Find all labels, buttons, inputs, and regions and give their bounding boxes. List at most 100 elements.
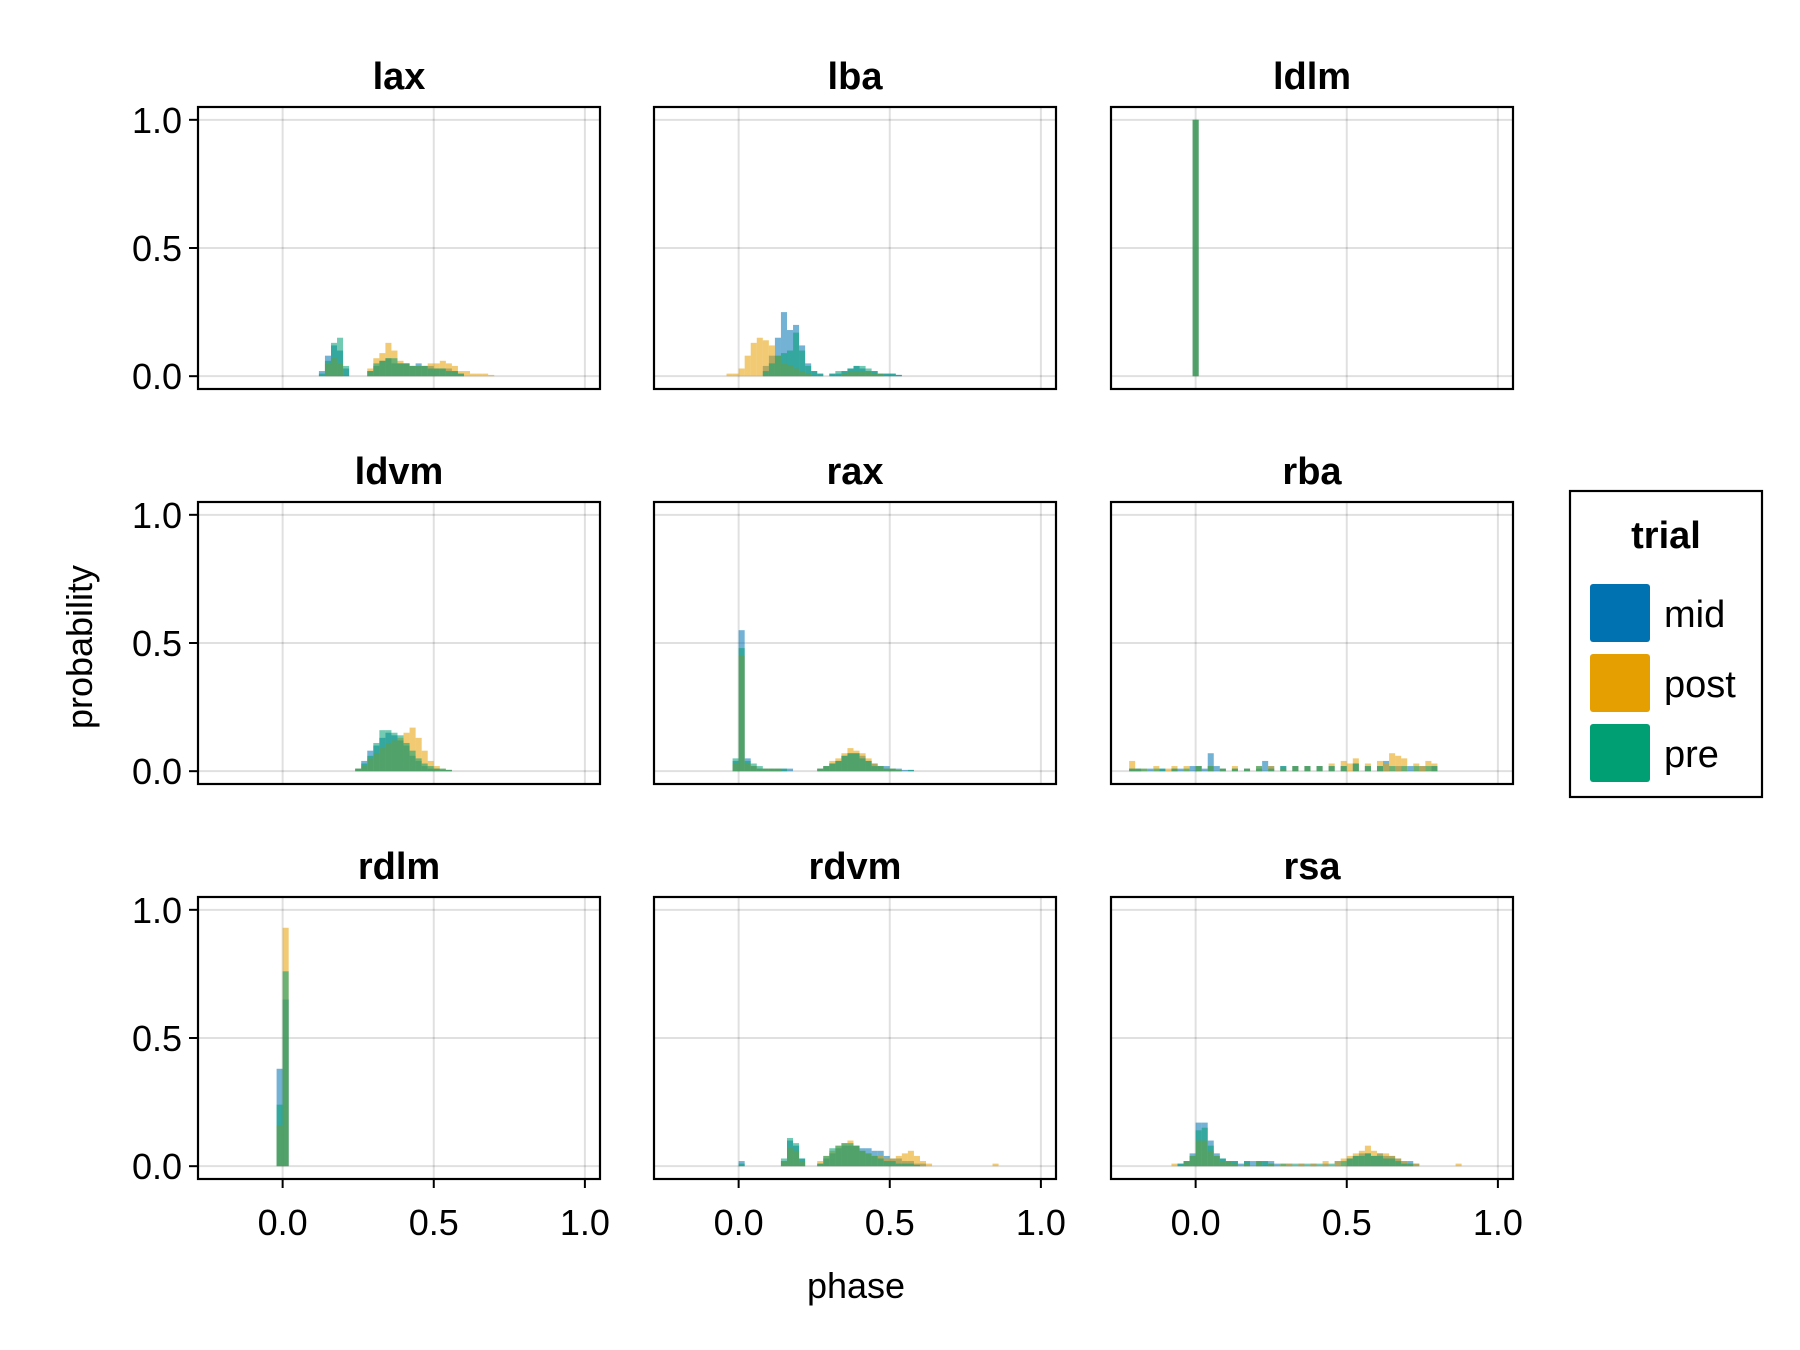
bar-pre (324, 360, 331, 377)
panel-title: ldvm (355, 451, 444, 493)
series-pre (1177, 1127, 1414, 1167)
bar-post (756, 337, 763, 377)
bar-pre (877, 1158, 884, 1167)
bar-pre (1219, 768, 1226, 772)
bar-pre (457, 373, 464, 377)
bar-pre (786, 350, 794, 377)
bar-pre (895, 769, 902, 772)
bar-pre (859, 1150, 866, 1167)
bar-mid (1237, 1163, 1244, 1167)
bar-pre (1364, 766, 1371, 772)
bar-pre (829, 373, 836, 377)
bar-pre (895, 374, 902, 377)
bar-pre (883, 1161, 890, 1167)
bar-pre (762, 768, 769, 772)
bar-pre (841, 755, 848, 772)
bar-pre (841, 1143, 848, 1167)
bar-pre (1231, 1161, 1238, 1167)
bar-pre (409, 365, 416, 377)
bar-pre (1177, 1163, 1184, 1167)
bar-pre (397, 363, 404, 377)
bar-pre (451, 371, 458, 377)
bar-pre (379, 360, 386, 377)
bar-post (415, 737, 422, 772)
x-tick-label: 1.0 (1016, 1202, 1066, 1243)
bar-pre (1383, 1158, 1390, 1167)
bar-pre (1268, 768, 1275, 772)
bar-pre (877, 373, 884, 377)
bar-pre (811, 371, 818, 377)
bar-pre (799, 1158, 806, 1167)
bar-pre (445, 371, 452, 377)
legend-label: post (1664, 664, 1736, 706)
bar-pre (871, 1155, 878, 1167)
bar-pre (883, 373, 890, 377)
bar-pre (1159, 768, 1166, 772)
panel-title: rdlm (358, 846, 440, 888)
bar-pre (835, 371, 842, 377)
y-tick-label: 1.0 (132, 100, 182, 141)
bar-pre (829, 1148, 836, 1167)
bar-pre (385, 730, 392, 772)
bar-pre (439, 768, 446, 772)
bar-pre (768, 363, 775, 377)
bar-pre (805, 365, 812, 377)
bar-pre (1231, 768, 1238, 772)
bar-pre (817, 373, 824, 377)
panel-lba: lba (652, 56, 1058, 391)
plot-frame (1109, 895, 1515, 1181)
bar-pre (829, 763, 836, 772)
bar-pre (1431, 766, 1438, 772)
bar-pre (907, 769, 914, 772)
y-tick-label: 0.5 (132, 623, 182, 664)
bar-pre (841, 371, 848, 377)
bar-post (445, 363, 452, 377)
series-pre (318, 337, 464, 377)
bar-pre (427, 766, 434, 772)
bar-mid (318, 371, 325, 377)
y-tick-label: 0.0 (132, 356, 182, 397)
bar-pre (907, 1163, 914, 1167)
bar-post (1340, 760, 1347, 772)
bar-pre (415, 758, 422, 772)
bar-pre (780, 353, 787, 377)
bar-pre (282, 971, 289, 1167)
x-tick-label: 0.0 (258, 1202, 308, 1243)
bar-pre (409, 750, 416, 772)
bar-pre (847, 1143, 854, 1167)
bar-post (1334, 1161, 1341, 1167)
bar-pre (421, 763, 428, 772)
bar-pre (774, 768, 781, 772)
bar-post (488, 374, 495, 377)
x-tick-label: 0.5 (865, 1202, 915, 1243)
plot-frame (1109, 105, 1515, 391)
panel-title: rdvm (809, 846, 902, 888)
bar-mid (1407, 766, 1414, 772)
bar-post (895, 1155, 902, 1167)
bar-pre (883, 768, 890, 772)
legend-label: pre (1664, 734, 1719, 776)
bar-post (476, 373, 483, 377)
bar-post (1129, 760, 1136, 772)
legend-entries: mid post pre (1590, 584, 1736, 782)
bar-pre (1352, 1155, 1359, 1167)
bar-post (1455, 1163, 1462, 1167)
bar-pre (445, 769, 452, 772)
bar-pre (1328, 1163, 1335, 1167)
bar-pre (871, 371, 878, 377)
panel-title: rax (826, 451, 883, 493)
legend-title: trial (1631, 515, 1701, 557)
y-axis-label: probability (59, 565, 100, 729)
bar-pre (1413, 766, 1420, 772)
legend-swatch (1590, 724, 1650, 782)
bar-pre (403, 363, 410, 377)
bar-pre (367, 755, 374, 772)
bar-post (907, 1150, 914, 1167)
bar-pre (1183, 768, 1190, 772)
bar-pre (817, 768, 824, 772)
series-pre (732, 648, 914, 772)
bar-post (1286, 1163, 1293, 1167)
facet-panels: lax 0.0 0.5 1.0 lba ldlm ldvm 0.0 0.5 1.0 rax rba rd… (132, 56, 1523, 1243)
bar-post (732, 373, 739, 377)
bar-pre (1195, 1130, 1202, 1167)
